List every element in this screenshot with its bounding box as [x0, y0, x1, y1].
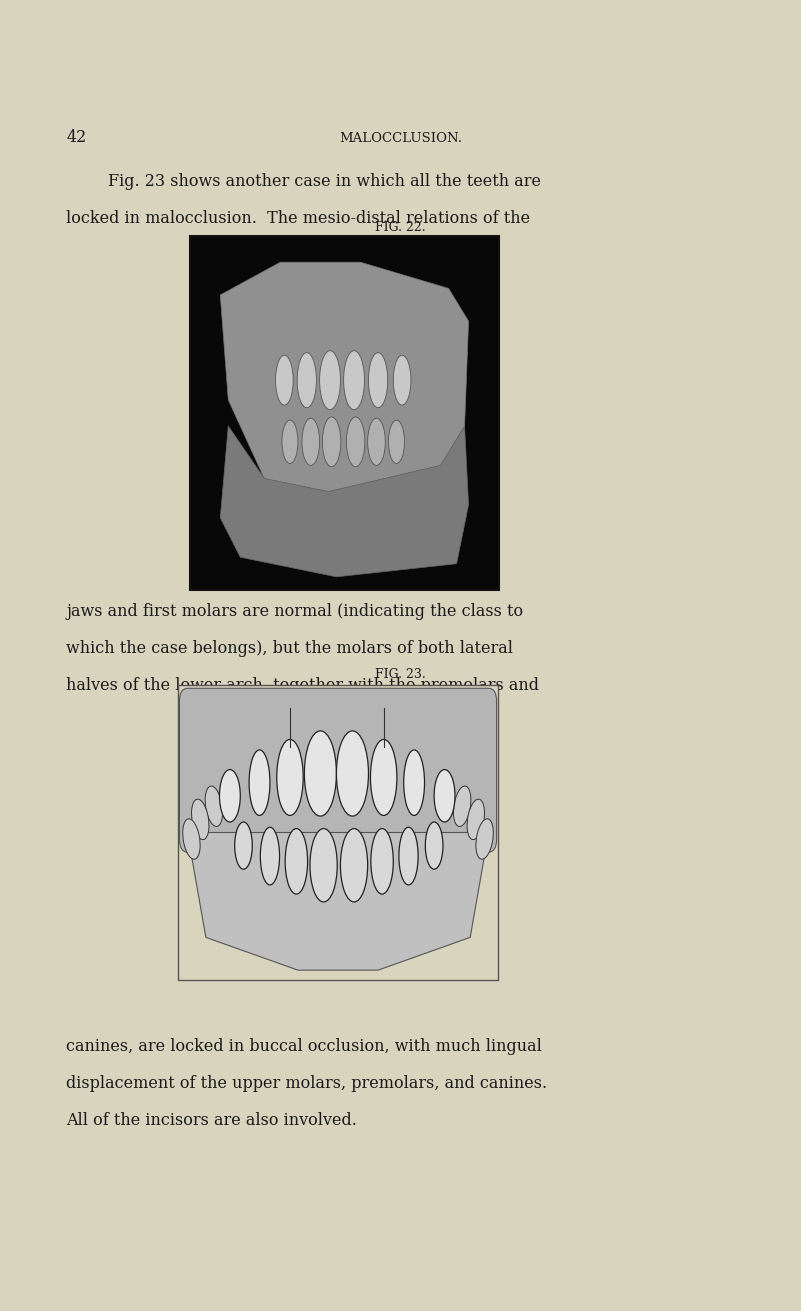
- Ellipse shape: [336, 732, 368, 815]
- Ellipse shape: [476, 819, 493, 859]
- Ellipse shape: [277, 739, 303, 815]
- Ellipse shape: [467, 800, 485, 839]
- Text: which the case belongs), but the molars of both lateral: which the case belongs), but the molars …: [66, 640, 513, 657]
- Bar: [178, 686, 498, 981]
- Ellipse shape: [346, 417, 365, 467]
- Bar: [191, 236, 498, 590]
- Ellipse shape: [322, 417, 341, 467]
- Ellipse shape: [399, 827, 418, 885]
- Ellipse shape: [276, 355, 293, 405]
- Ellipse shape: [434, 770, 455, 822]
- Text: displacement of the upper molars, premolars, and canines.: displacement of the upper molars, premol…: [66, 1075, 548, 1092]
- Polygon shape: [187, 832, 489, 970]
- Ellipse shape: [205, 787, 223, 826]
- Ellipse shape: [191, 800, 209, 839]
- Ellipse shape: [370, 739, 396, 815]
- Text: FIG. 23.: FIG. 23.: [375, 667, 426, 680]
- Ellipse shape: [371, 829, 393, 894]
- Ellipse shape: [183, 819, 200, 859]
- Ellipse shape: [297, 353, 316, 408]
- Text: E.H.A.: E.H.A.: [290, 957, 320, 966]
- Polygon shape: [220, 426, 469, 577]
- Ellipse shape: [453, 787, 471, 826]
- Ellipse shape: [302, 418, 320, 465]
- Text: jaws and first molars are normal (indicating the class to: jaws and first molars are normal (indica…: [66, 603, 524, 620]
- Ellipse shape: [425, 822, 443, 869]
- Text: halves of the lower arch, together with the premolars and: halves of the lower arch, together with …: [66, 676, 540, 694]
- FancyBboxPatch shape: [179, 688, 497, 852]
- Text: canines, are locked in buccal occlusion, with much lingual: canines, are locked in buccal occlusion,…: [66, 1038, 542, 1055]
- Text: Fig. 23 shows another case in which all the teeth are: Fig. 23 shows another case in which all …: [108, 173, 541, 190]
- Ellipse shape: [285, 829, 308, 894]
- Text: 42: 42: [66, 128, 87, 146]
- Text: FIG. 22.: FIG. 22.: [375, 220, 426, 233]
- Ellipse shape: [404, 750, 425, 815]
- Ellipse shape: [249, 750, 270, 815]
- Text: MALOCCLUSION.: MALOCCLUSION.: [339, 131, 462, 144]
- Ellipse shape: [388, 421, 405, 464]
- Ellipse shape: [344, 351, 364, 409]
- Ellipse shape: [340, 829, 368, 902]
- Ellipse shape: [282, 421, 298, 464]
- Ellipse shape: [393, 355, 411, 405]
- Ellipse shape: [260, 827, 280, 885]
- Ellipse shape: [219, 770, 240, 822]
- Ellipse shape: [304, 732, 336, 815]
- Polygon shape: [220, 262, 469, 492]
- Ellipse shape: [310, 829, 337, 902]
- Ellipse shape: [368, 418, 385, 465]
- Text: locked in malocclusion.  The mesio-distal relations of the: locked in malocclusion. The mesio-distal…: [66, 210, 530, 227]
- Text: All of the incisors are also involved.: All of the incisors are also involved.: [66, 1112, 357, 1129]
- Ellipse shape: [320, 351, 340, 409]
- Ellipse shape: [235, 822, 252, 869]
- Ellipse shape: [368, 353, 388, 408]
